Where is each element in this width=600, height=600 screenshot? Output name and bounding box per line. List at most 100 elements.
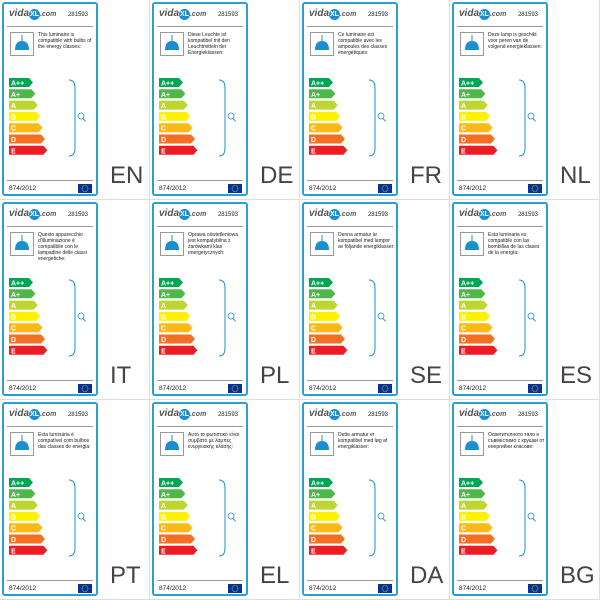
energy-class: A++: [11, 81, 24, 88]
language-code: PT: [110, 562, 141, 589]
energy-class: A+: [461, 92, 470, 99]
energy-label: vidaXL.com 281593 Deze lamp is geschikt vo…: [452, 2, 548, 196]
flag-star: [83, 585, 84, 587]
energy-bar: [159, 300, 188, 310]
lamp-icon: [10, 432, 34, 456]
energy-bar: [309, 300, 338, 310]
energy-class: D: [11, 137, 16, 144]
flag-star: [87, 389, 89, 391]
lamp-icon: [10, 32, 34, 56]
bulb: [227, 312, 235, 320]
flag-star: [237, 588, 239, 589]
logo: vidaXL.com: [159, 8, 206, 20]
logo-suffix: .com: [339, 411, 357, 418]
flag-star: [234, 185, 236, 186]
flag-star: [387, 188, 389, 189]
flag-star: [387, 586, 389, 588]
logo: vidaXL.com: [9, 8, 56, 20]
lamp-svg: [165, 35, 179, 50]
energy-bar: [309, 123, 343, 133]
flag-star: [531, 586, 533, 588]
divider: [457, 580, 543, 581]
flag-field: [378, 584, 392, 593]
energy-bar: [159, 500, 188, 510]
logo-text: vida: [9, 408, 30, 419]
lamp-svg: [465, 235, 479, 250]
logo-suffix: .com: [339, 211, 357, 218]
flag-star: [381, 186, 383, 188]
bulb-base: [232, 517, 236, 522]
flag-star: [534, 385, 536, 386]
energy-class: C: [161, 526, 166, 533]
flag-star: [384, 191, 386, 192]
energy-label: vidaXL.com 281593 Oprawa oświetleniowa jes…: [152, 202, 248, 396]
flag-star: [533, 390, 534, 392]
energy-class: E: [11, 548, 16, 555]
energy-class: B: [311, 114, 316, 121]
flag-star: [83, 590, 84, 592]
flag-star: [534, 185, 536, 186]
divider: [157, 380, 243, 381]
bracket: [368, 479, 376, 557]
energy-class: A+: [311, 492, 320, 499]
bracket: [368, 79, 376, 157]
energy-bar: [309, 500, 338, 510]
lamp-icon: [160, 432, 184, 456]
logo-text: vida: [159, 8, 180, 19]
panel: vidaXL.com 281593 Diese Leuchte ist kompat…: [150, 0, 300, 200]
flag-star: [87, 386, 89, 388]
logo-text: vida: [459, 208, 480, 219]
flag-star: [84, 585, 86, 586]
panel: vidaXL.com 281593 Ce luminaire est compati…: [300, 0, 450, 200]
product-code: 281593: [217, 212, 238, 218]
energy-bar: [159, 334, 195, 344]
energy-class: A++: [311, 481, 324, 488]
flag-star: [537, 589, 539, 591]
bracket: [68, 479, 76, 557]
flag-star: [83, 390, 84, 392]
flag-star: [381, 588, 383, 589]
flag-star: [86, 385, 87, 387]
lamp-svg: [165, 235, 179, 250]
energy-label: vidaXL.com 281593 Denna armatur är kompati…: [302, 202, 398, 396]
flag-star: [531, 186, 533, 188]
energy-bar: [159, 478, 183, 487]
flag-star: [237, 389, 239, 391]
bulb-icon: [527, 312, 536, 322]
energy-bar: [459, 523, 493, 533]
flag-star: [231, 589, 233, 591]
panel: vidaXL.com 281593 Esta luminaria es compat…: [450, 200, 600, 400]
flag-star: [537, 588, 539, 589]
energy-class: A++: [311, 281, 324, 288]
energy-bar: [159, 323, 193, 333]
regulation: 874/2012: [309, 585, 337, 592]
logo-badge: XL: [329, 409, 340, 420]
energy-class: D: [311, 537, 316, 544]
flag-field: [78, 384, 92, 393]
flag-star: [86, 585, 87, 587]
flag-star: [81, 188, 83, 189]
product-code: 281593: [67, 12, 88, 18]
regulation: 874/2012: [459, 185, 487, 192]
energy-label: vidaXL.com 281593 Ce luminaire est compati…: [302, 2, 398, 196]
lamp-svg: [15, 35, 29, 50]
flag-star: [231, 389, 233, 391]
flag-star: [81, 389, 83, 391]
energy-bar: [309, 334, 345, 344]
flag-star: [536, 585, 537, 587]
energy-class: A: [11, 503, 16, 510]
energy-class: E: [161, 148, 166, 155]
energy-bar: [159, 523, 193, 533]
energy-bar: [459, 111, 491, 121]
energy-bar: [159, 534, 195, 544]
panel: vidaXL.com 281593 Oprawa oświetleniowa jes…: [150, 200, 300, 400]
energy-class: A+: [11, 492, 20, 499]
language-code: PL: [260, 362, 290, 389]
language-code: DA: [410, 562, 444, 589]
energy-class: D: [461, 137, 466, 144]
energy-class: D: [11, 337, 16, 344]
